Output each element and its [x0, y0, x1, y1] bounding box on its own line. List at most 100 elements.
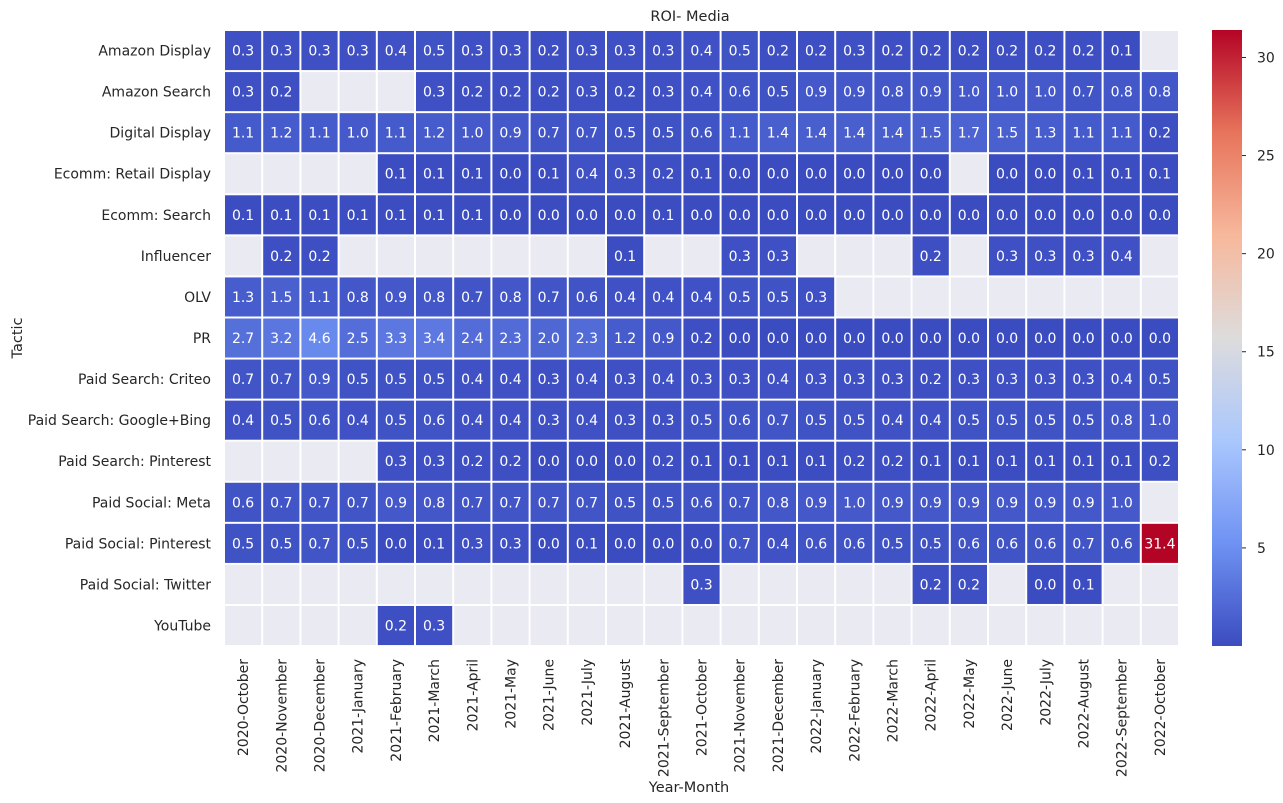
heatmap-cell [568, 277, 605, 317]
heatmap-cell [912, 113, 949, 153]
colorbar-tick-label: 20 [1257, 247, 1275, 263]
cell-value-label: 0.8 [499, 290, 521, 306]
heatmap-cell [912, 482, 949, 522]
cell-value-label: 2.3 [499, 331, 521, 347]
heatmap-cell [454, 277, 491, 317]
cell-value-label: 3.4 [423, 331, 445, 347]
heatmap-cell [377, 441, 414, 481]
cell-value-label: 1.7 [958, 126, 980, 142]
cell-value-label: 1.4 [881, 126, 903, 142]
heatmap-cell [798, 523, 835, 563]
heatmap-cell-empty [874, 564, 911, 604]
heatmap-cell [225, 113, 262, 153]
heatmap-cell [683, 564, 720, 604]
cell-value-label: 0.3 [881, 372, 903, 388]
heatmap-cell [874, 400, 911, 440]
heatmap-cell [874, 482, 911, 522]
cell-value-label: 0.1 [690, 167, 712, 183]
heatmap-cell [377, 318, 414, 358]
heatmap-cell-empty [989, 277, 1026, 317]
x-tick-label: 2020-November [274, 659, 290, 773]
heatmap-cell [645, 482, 682, 522]
heatmap-cell [568, 359, 605, 399]
cell-value-label: 0.5 [1034, 413, 1056, 429]
cell-value-label: 0.3 [308, 44, 330, 60]
cell-value-label: 1.5 [920, 126, 942, 142]
cell-value-label: 0.7 [538, 290, 560, 306]
heatmap-cell [1103, 482, 1140, 522]
heatmap-cell [1103, 236, 1140, 276]
cell-value-label: 0.4 [461, 413, 483, 429]
heatmap-cell [454, 318, 491, 358]
heatmap-cell-empty [950, 277, 987, 317]
cell-value-label: 0.7 [308, 536, 330, 552]
heatmap-cell [950, 195, 987, 235]
heatmap-cell [530, 318, 567, 358]
heatmap-cell [530, 277, 567, 317]
cell-value-label: 0.5 [347, 536, 369, 552]
cell-value-label: 0.0 [881, 167, 903, 183]
heatmap-cell [798, 441, 835, 481]
cell-value-label: 0.2 [538, 85, 560, 101]
heatmap-cell [454, 482, 491, 522]
cell-value-label: 0.2 [920, 372, 942, 388]
y-tick-label: YouTube [153, 619, 211, 635]
cell-value-label: 0.0 [499, 208, 521, 224]
heatmap-cell-empty [339, 605, 376, 646]
heatmap-cell [989, 523, 1026, 563]
heatmap-cell [874, 72, 911, 112]
heatmap-cell [416, 154, 453, 194]
heatmap-cell [1065, 564, 1102, 604]
heatmap-cell [416, 359, 453, 399]
cell-value-label: 0.0 [958, 331, 980, 347]
heatmap-cell [263, 482, 300, 522]
heatmap-cell [1103, 318, 1140, 358]
cell-value-label: 0.6 [308, 413, 330, 429]
cell-value-label: 0.0 [538, 208, 560, 224]
heatmap-cell [607, 277, 644, 317]
cell-value-label: 0.0 [881, 208, 903, 224]
heatmap-cell [530, 72, 567, 112]
cell-value-label: 0.5 [385, 372, 407, 388]
heatmap-cell [568, 113, 605, 153]
cell-value-label: 0.0 [1034, 331, 1056, 347]
heatmap-cell [759, 195, 796, 235]
heatmap-cell [568, 72, 605, 112]
cell-value-label: 0.6 [1111, 536, 1133, 552]
heatmap-cell [492, 400, 529, 440]
heatmap-cell [683, 400, 720, 440]
heatmap-cell [1141, 154, 1178, 194]
cell-value-label: 0.3 [576, 44, 598, 60]
cell-value-label: 0.7 [576, 126, 598, 142]
cell-value-label: 0.2 [614, 85, 636, 101]
cell-value-label: 0.0 [690, 208, 712, 224]
cell-value-label: 0.3 [690, 577, 712, 593]
heatmap-cell-empty [377, 236, 414, 276]
heatmap-cell [759, 31, 796, 71]
heatmap-cell [721, 400, 758, 440]
cell-value-label: 0.3 [805, 372, 827, 388]
heatmap-cell-empty [530, 605, 567, 646]
cell-value-label: 0.9 [1034, 495, 1056, 511]
cell-value-label: 0.2 [996, 44, 1018, 60]
heatmap-cell-empty [798, 564, 835, 604]
heatmap-cell-empty [568, 564, 605, 604]
y-tick-label: PR [193, 331, 211, 347]
x-tick-label: 2021-August [618, 658, 634, 748]
heatmap-cell-empty [301, 154, 338, 194]
cell-value-label: 0.7 [232, 372, 254, 388]
cell-value-label: 0.3 [538, 413, 560, 429]
heatmap-cell [339, 277, 376, 317]
heatmap-cell [989, 359, 1026, 399]
cell-value-label: 1.0 [461, 126, 483, 142]
cell-value-label: 0.4 [347, 413, 369, 429]
cell-value-label: 0.0 [767, 208, 789, 224]
heatmap-cell [798, 195, 835, 235]
heatmap-cell-empty [1141, 31, 1178, 71]
heatmap-cell [912, 154, 949, 194]
heatmap-cell-empty [874, 277, 911, 317]
cell-value-label: 0.2 [461, 85, 483, 101]
heatmap-cell-empty [683, 605, 720, 646]
heatmap-cell [645, 195, 682, 235]
heatmap-cell [263, 236, 300, 276]
